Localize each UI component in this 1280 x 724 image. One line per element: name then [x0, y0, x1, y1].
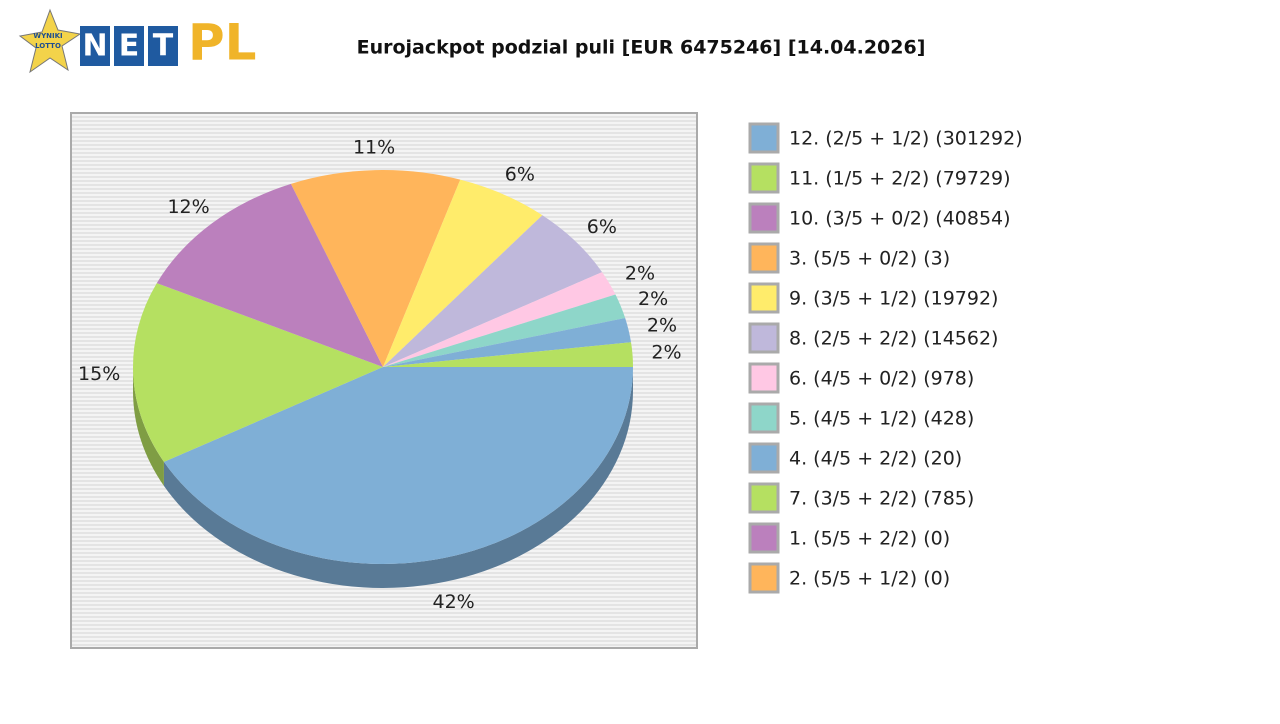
legend-label: 12. (2/5 + 1/2) (301292): [789, 128, 1023, 150]
legend-label: 4. (4/5 + 2/2) (20): [789, 448, 962, 470]
legend-swatch: [748, 322, 780, 354]
legend-swatch: [748, 522, 780, 554]
slice-label: 6%: [587, 216, 617, 238]
slice: [383, 318, 632, 367]
legend-label: 10. (3/5 + 0/2) (40854): [789, 208, 1011, 230]
slice: [383, 294, 626, 367]
legend-swatch: [748, 402, 780, 434]
slice: [383, 179, 543, 367]
slice: [290, 170, 461, 367]
slice: [383, 215, 603, 367]
legend-swatch: [748, 282, 780, 314]
slice: [133, 283, 383, 462]
legend-swatch: [748, 202, 780, 234]
legend-swatch: [748, 122, 780, 154]
legend-label: 2. (5/5 + 1/2) (0): [789, 568, 950, 590]
slice: [383, 272, 616, 367]
slice-label: 6%: [505, 164, 535, 186]
slice-label: 11%: [353, 137, 395, 159]
legend-swatch: [748, 162, 780, 194]
slice-label: 2%: [651, 342, 681, 364]
logo-letter: N: [82, 29, 107, 64]
legend-label: 5. (4/5 + 1/2) (428): [789, 408, 974, 430]
legend-label: 6. (4/5 + 0/2) (978): [789, 368, 974, 390]
chart-title: Eurojackpot podzial puli [EUR 6475246] […: [357, 37, 926, 59]
logo-letter: E: [119, 29, 140, 64]
logo-badge: WYNIKI: [33, 32, 62, 40]
slice-label: 42%: [433, 591, 475, 613]
slice: [383, 342, 633, 367]
legend-swatch: [748, 562, 780, 594]
slice-label: 12%: [167, 196, 209, 218]
slice-side: [133, 367, 164, 486]
slice: [163, 367, 633, 565]
slice-label: 2%: [625, 262, 655, 284]
legend-label: 7. (3/5 + 2/2) (785): [789, 488, 974, 510]
logo-badge: LOTTO: [35, 42, 61, 50]
legend-swatch: [748, 242, 780, 274]
slice-label: 2%: [638, 288, 668, 310]
legend-swatch: [748, 482, 780, 514]
legend-label: 11. (1/5 + 2/2) (79729): [789, 168, 1011, 190]
legend-label: 3. (5/5 + 0/2) (3): [789, 248, 950, 270]
legend-swatch: [748, 442, 780, 474]
logo: WYNIKI LOTTO N E T PL: [18, 8, 257, 74]
slice-label: 2%: [647, 314, 677, 336]
slice: [156, 183, 383, 367]
slice-label: 15%: [78, 363, 120, 385]
legend-label: 8. (2/5 + 2/2) (14562): [789, 328, 998, 350]
logo-letter: T: [153, 29, 174, 64]
legend-label: 9. (3/5 + 1/2) (19792): [789, 288, 998, 310]
legend-label: 1. (5/5 + 2/2) (0): [789, 528, 950, 550]
logo-suffix: PL: [188, 14, 257, 72]
legend-swatch: [748, 362, 780, 394]
